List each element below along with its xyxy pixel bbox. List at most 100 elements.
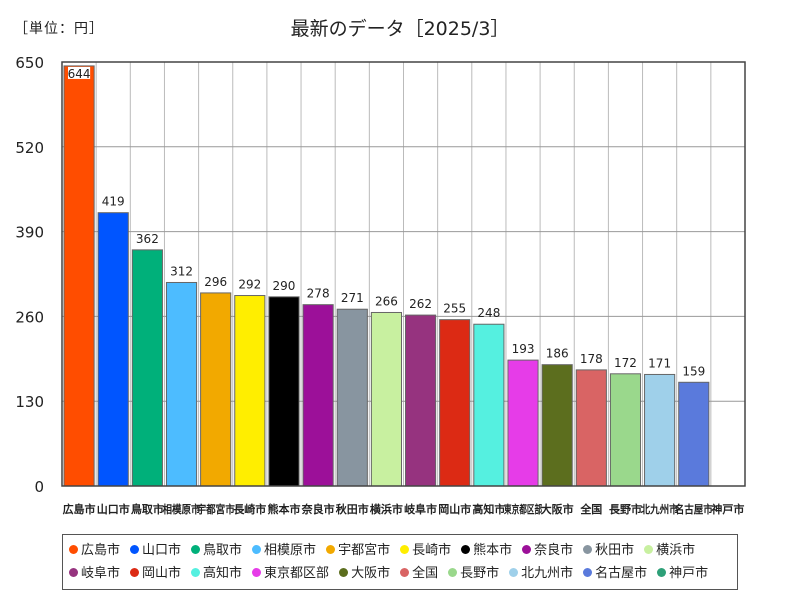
bar-岐阜市 [405, 314, 437, 487]
value-label: 172 [614, 356, 637, 370]
legend-swatch [583, 568, 593, 577]
x-tick-label: 全国 [579, 502, 602, 516]
legend-item: 広島市 [69, 539, 120, 562]
legend-label: 岐阜市 [81, 566, 121, 581]
legend-swatch [461, 545, 471, 554]
y-tick-label: 0 [34, 478, 44, 496]
legend-item: 熊本市 [461, 539, 512, 562]
x-tick-label: 神戸市 [711, 502, 744, 516]
y-tick-label: 260 [15, 308, 44, 326]
bar-名古屋市 [678, 381, 710, 487]
chart-title: 最新のデータ［2025/3］ [290, 18, 510, 40]
legend-label: 横浜市 [656, 543, 696, 558]
x-tick-label: 宇都宮市 [197, 502, 235, 516]
legend-item: 奈良市 [522, 539, 573, 562]
legend-swatch [191, 545, 201, 554]
value-label: 278 [307, 287, 330, 301]
legend-item: 長崎市 [400, 539, 451, 562]
legend-item: 大阪市 [339, 562, 390, 585]
legend-swatch [69, 545, 78, 554]
x-tick-label: 大阪市 [541, 502, 574, 516]
bar-宇都宮市 [200, 292, 232, 487]
value-label: 159 [682, 364, 705, 378]
legend-swatch [252, 568, 262, 577]
value-label: 419 [102, 195, 125, 209]
legend-label: 大阪市 [351, 566, 391, 581]
legend-item: 長野市 [448, 562, 499, 585]
legend-item: 高知市 [191, 562, 242, 585]
bar-横浜市 [370, 311, 403, 487]
x-tick-label: 秋田市 [336, 502, 369, 516]
bar-北九州市 [644, 373, 676, 487]
legend-swatch [191, 568, 201, 577]
legend-label: 長野市 [460, 566, 500, 581]
value-label: 292 [238, 278, 261, 292]
plot-frame [61, 61, 746, 487]
bar-山口市 [97, 212, 129, 487]
legend-swatch [644, 545, 654, 554]
legend-label: 北九州市 [521, 566, 574, 581]
x-tick-label: 長崎市 [233, 502, 266, 516]
x-tick-label: 相模原市 [162, 502, 200, 516]
legend-swatch [339, 568, 349, 577]
x-tick-label: 名古屋市 [675, 502, 713, 516]
legend-item: 東京都区部 [252, 562, 329, 585]
legend-swatch [69, 568, 78, 577]
x-tick-label: 広島市 [63, 502, 96, 516]
y-tick-label: 390 [15, 224, 44, 242]
legend-item: 横浜市 [644, 539, 695, 562]
x-tick-label: 岐阜市 [404, 502, 437, 516]
legend-item: 神戸市 [657, 562, 708, 585]
legend-item: 北九州市 [509, 562, 573, 585]
value-label: 178 [580, 352, 603, 366]
legend-label: 東京都区部 [264, 566, 330, 581]
legend-label: 秋田市 [595, 543, 635, 558]
legend-label: 長崎市 [412, 543, 452, 558]
legend-item: 名古屋市 [583, 562, 647, 585]
bar-大阪市 [541, 364, 573, 487]
x-tick-label: 熊本市 [267, 502, 300, 516]
legend-swatch [657, 568, 667, 577]
value-label: 193 [512, 342, 535, 356]
legend-item: 相模原市 [252, 539, 316, 562]
legend-label: 鳥取市 [203, 543, 243, 558]
legend-item: 山口市 [130, 539, 181, 562]
value-label: 271 [341, 291, 364, 305]
legend-label: 名古屋市 [595, 566, 648, 581]
bar-長崎市 [234, 295, 266, 487]
legend-swatch [400, 545, 410, 554]
value-label: 255 [443, 302, 466, 316]
legend-item: 宇都宮市 [326, 539, 390, 562]
bar-東京都区部 [507, 359, 539, 487]
x-tick-label: 横浜市 [370, 502, 403, 516]
legend-label: 奈良市 [534, 543, 574, 558]
legend-item: 鳥取市 [191, 539, 242, 562]
bar-広島市 [63, 65, 95, 487]
legend-label: 宇都宮市 [338, 543, 391, 558]
legend-swatch [400, 568, 410, 577]
bar-熊本市 [268, 296, 300, 487]
y-tick-label: 650 [15, 54, 44, 72]
value-label: 296 [204, 275, 227, 289]
bar-相模原市 [165, 281, 198, 487]
legend-label: 高知市 [203, 566, 243, 581]
legend-swatch [326, 545, 336, 554]
legend-item: 岐阜市 [69, 562, 120, 585]
x-tick-label: 高知市 [472, 502, 505, 516]
x-tick-label: 奈良市 [301, 502, 335, 516]
legend-swatch [448, 568, 458, 577]
bar-秋田市 [336, 308, 368, 487]
value-label: 290 [273, 279, 296, 293]
legend-label: 神戸市 [669, 566, 709, 581]
legend-label: 熊本市 [473, 543, 513, 558]
value-label: 186 [546, 347, 569, 361]
unit-label: ［単位：円］ [14, 21, 104, 37]
bar-岡山市 [439, 319, 471, 487]
value-label: 171 [648, 356, 671, 370]
legend-swatch [522, 545, 532, 554]
legend-item: 全国 [400, 562, 438, 585]
legend-swatch [583, 545, 593, 554]
legend-swatch [130, 568, 140, 577]
legend: 広島市 山口市 鳥取市 相模原市 宇都宮市 長崎市 熊本市 奈良市 秋田市 横浜市岐阜市 岡山市 高知… [62, 534, 738, 590]
value-label-bg [68, 66, 91, 79]
